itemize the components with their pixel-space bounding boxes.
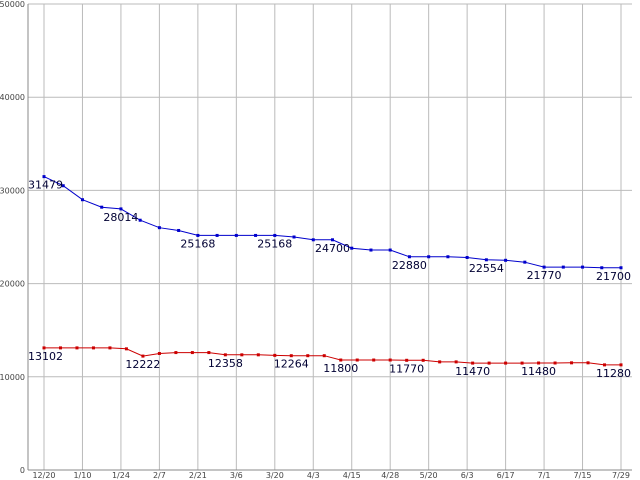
x-tick-label: 7/29: [612, 471, 630, 480]
data-point: [389, 359, 392, 362]
x-tick-label: 6/3: [461, 471, 474, 480]
data-label: 21700: [596, 270, 631, 283]
chart-grid: [28, 4, 632, 470]
x-tick-label: 1/10: [73, 471, 91, 480]
data-point: [191, 351, 194, 354]
data-point: [235, 234, 238, 237]
data-label: 21770: [527, 269, 562, 282]
data-point: [446, 255, 449, 258]
data-label: 11280: [596, 367, 631, 380]
x-tick-label: 3/20: [266, 471, 284, 480]
data-point: [466, 256, 469, 259]
data-label: 24700: [315, 242, 350, 255]
data-label: 12358: [208, 357, 243, 370]
x-tick-label: 4/15: [343, 471, 361, 480]
data-point: [125, 347, 128, 350]
data-point: [257, 353, 260, 356]
data-label: 28014: [103, 211, 138, 224]
x-tick-label: 2/21: [189, 471, 207, 480]
data-point: [323, 354, 326, 357]
x-tick-label: 2/7: [153, 471, 166, 480]
y-tick-label: 30000: [0, 186, 25, 195]
data-point: [562, 266, 565, 269]
y-tick-label: 50000: [0, 0, 25, 9]
x-tick-label: 6/17: [497, 471, 515, 480]
data-point: [523, 261, 526, 264]
data-point: [81, 198, 84, 201]
data-point: [570, 361, 573, 364]
data-point: [177, 229, 180, 232]
data-point: [293, 236, 296, 239]
data-point: [158, 226, 161, 229]
data-point: [455, 360, 458, 363]
data-point: [207, 351, 210, 354]
x-tick-label: 7/1: [538, 471, 551, 480]
x-tick-label: 4/3: [307, 471, 320, 480]
data-point: [139, 219, 142, 222]
data-point: [108, 346, 111, 349]
x-tick-label: 1/24: [112, 471, 130, 480]
data-label: 11770: [389, 362, 424, 375]
data-point: [438, 360, 441, 363]
data-point: [587, 361, 590, 364]
data-label: 11800: [323, 362, 358, 375]
data-point: [158, 352, 161, 355]
y-tick-label: 20000: [0, 280, 25, 289]
y-tick-label: 10000: [0, 373, 25, 382]
data-point: [75, 346, 78, 349]
data-point: [504, 259, 507, 262]
data-point: [350, 247, 353, 250]
data-label: 22554: [469, 262, 504, 275]
data-point: [216, 234, 219, 237]
data-label: 25168: [180, 237, 215, 250]
x-tick-label: 12/20: [32, 471, 55, 480]
data-point: [273, 354, 276, 357]
y-tick-label: 0: [20, 466, 25, 475]
y-tick-label: 40000: [0, 93, 25, 102]
x-tick-label: 5/20: [420, 471, 438, 480]
data-label: 31479: [28, 179, 63, 192]
data-point: [389, 249, 392, 252]
data-label: 25168: [257, 237, 292, 250]
data-point: [427, 255, 430, 258]
data-label: 12264: [274, 358, 309, 371]
x-tick-label: 7/15: [574, 471, 592, 480]
data-point: [581, 266, 584, 269]
x-tick-label: 3/6: [230, 471, 243, 480]
data-label: 22880: [392, 259, 427, 272]
data-label: 13102: [28, 350, 63, 363]
data-label: 11480: [521, 365, 556, 378]
data-point: [504, 362, 507, 365]
data-point: [100, 206, 103, 209]
data-label: 12222: [125, 358, 160, 371]
x-tick-label: 4/28: [381, 471, 399, 480]
data-point: [174, 351, 177, 354]
data-point: [92, 346, 95, 349]
data-point: [369, 249, 372, 252]
data-point: [372, 359, 375, 362]
data-label: 11470: [455, 365, 490, 378]
